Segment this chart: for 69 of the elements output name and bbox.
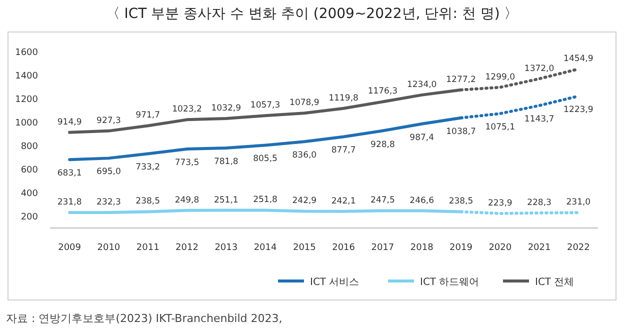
x-tick-label: 2021 <box>528 243 551 253</box>
x-tick-label: 2009 <box>58 243 82 253</box>
x-tick-label: 2011 <box>136 243 160 253</box>
data-label: 1057,3 <box>250 100 280 111</box>
x-tick-label: 2014 <box>254 243 278 253</box>
data-label: 877,7 <box>331 146 356 156</box>
data-label: 228,3 <box>527 198 552 208</box>
data-label: 232,3 <box>96 197 121 208</box>
data-label: 773,5 <box>174 158 200 168</box>
y-tick-label: 600 <box>20 165 38 176</box>
data-label: 683,1 <box>57 168 82 179</box>
x-tick-label: 2022 <box>566 243 590 253</box>
data-label: 695,0 <box>96 167 121 178</box>
data-label: 1075,1 <box>485 122 516 133</box>
data-label: 1032,9 <box>211 104 242 114</box>
data-label: 223,9 <box>488 198 512 208</box>
y-tick-label: 400 <box>20 188 38 199</box>
data-label: 242,9 <box>292 196 317 206</box>
data-label: 231,8 <box>57 198 82 208</box>
data-label: 1176,3 <box>368 86 398 97</box>
data-label: 1223,9 <box>564 105 594 116</box>
chart-title: 〈 ICT 부분 종사자 수 변화 추이 (2009~2022년, 단위: 천 명) 〉 <box>106 6 518 22</box>
data-label: 1454,9 <box>564 54 594 64</box>
data-label: 836,0 <box>292 150 317 161</box>
x-tick-label: 2019 <box>450 243 473 253</box>
y-tick-label: 1400 <box>15 71 38 82</box>
data-label: 251,8 <box>253 195 278 206</box>
x-tick-label: 2018 <box>410 243 434 253</box>
x-tick-label: 2020 <box>488 243 512 253</box>
data-label: 1234,0 <box>406 80 437 90</box>
data-label: 231,0 <box>566 198 591 208</box>
data-label: 1023,2 <box>172 104 202 115</box>
data-label: 928,8 <box>370 140 395 150</box>
x-tick-label: 2016 <box>332 243 356 253</box>
legend-label: ICT 전체 <box>535 277 574 288</box>
x-tick-label: 2012 <box>176 243 198 253</box>
x-tick-label: 2010 <box>97 243 120 253</box>
data-label: 238,5 <box>448 196 474 207</box>
legend-label: ICT 하드웨어 <box>420 277 480 288</box>
x-tick-label: 2015 <box>292 243 316 253</box>
y-tick-label: 1000 <box>15 118 38 128</box>
data-label: 927,3 <box>96 116 121 126</box>
y-tick-label: 800 <box>20 142 38 152</box>
data-label: 914,9 <box>57 117 82 128</box>
y-tick-label: 1200 <box>15 94 38 105</box>
data-label: 1143,7 <box>524 114 554 125</box>
data-label: 1372,0 <box>524 64 554 74</box>
data-label: 1299,0 <box>485 72 516 82</box>
data-label: 1038,7 <box>446 126 476 137</box>
data-label: 249,8 <box>174 195 200 206</box>
data-label: 246,6 <box>410 196 434 206</box>
x-tick-label: 2013 <box>214 243 238 253</box>
data-label: 1078,9 <box>290 98 320 108</box>
data-label: 733,2 <box>136 162 160 173</box>
data-label: 1277,2 <box>446 74 476 85</box>
text: 자료 : 연방기후보호부(2023) IKT-Branchenbild 2023, <box>6 312 282 325</box>
data-label: 247,5 <box>370 196 395 206</box>
data-label: 781,8 <box>214 157 238 167</box>
y-tick-label: 200 <box>20 212 38 222</box>
x-tick-label: 2017 <box>371 243 394 253</box>
data-label: 987,4 <box>410 132 434 143</box>
data-label: 251,1 <box>214 195 238 206</box>
legend-label: ICT 서비스 <box>310 277 360 288</box>
y-tick-label: 1600 <box>15 48 38 58</box>
data-label: 1119,8 <box>328 93 358 104</box>
data-label: 971,7 <box>136 110 160 121</box>
data-label: 805,5 <box>253 154 278 164</box>
data-label: 238,5 <box>136 196 160 207</box>
data-label: 242,1 <box>331 196 356 206</box>
